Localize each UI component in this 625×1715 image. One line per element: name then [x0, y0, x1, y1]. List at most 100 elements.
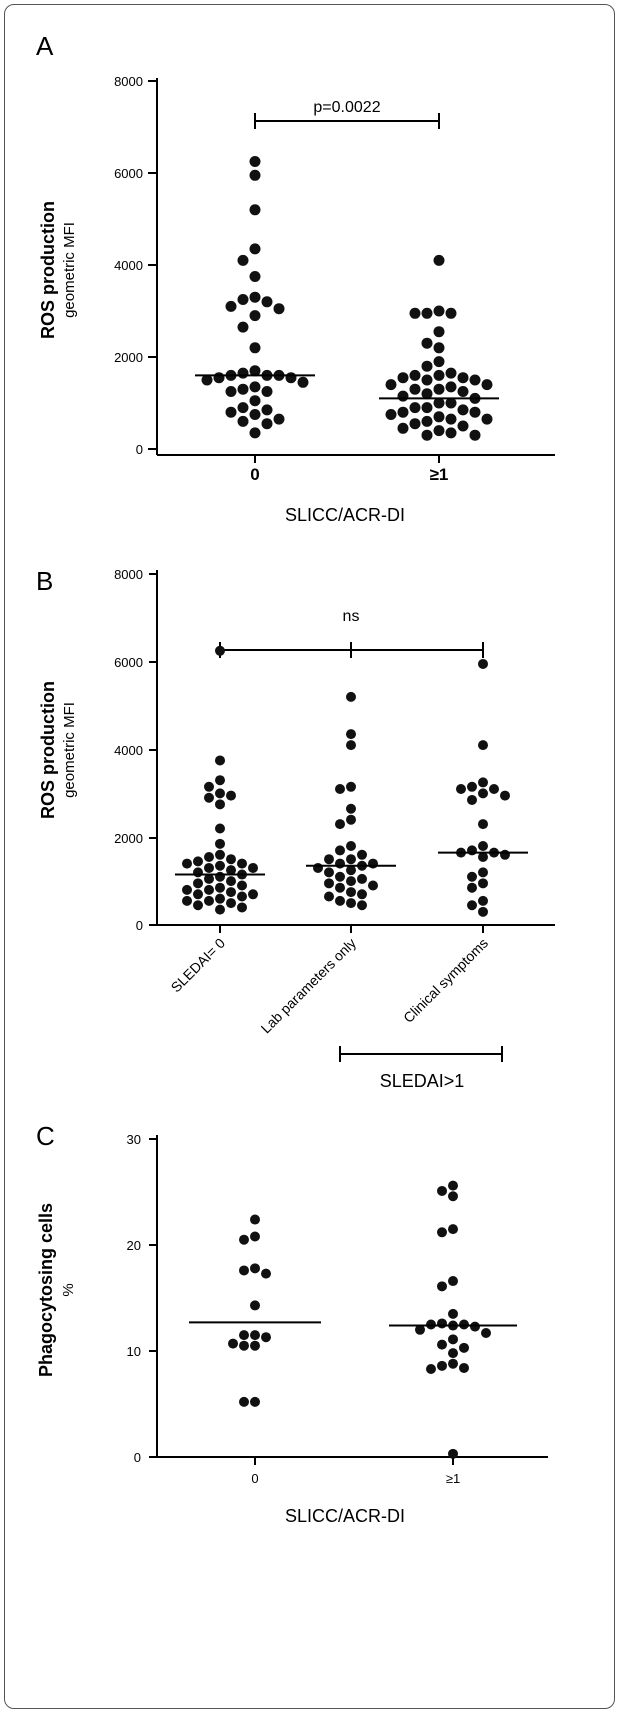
panel-b-point-g0-30	[226, 887, 236, 898]
panel-b-category-clinical: Clinical symptoms	[400, 935, 491, 1026]
panel-b-point-g0-38	[193, 900, 203, 911]
panel-b-point-g1-28	[335, 895, 345, 906]
panel-a-point-g1-23	[421, 388, 433, 400]
panel-b-point-g0-32	[248, 889, 258, 900]
panel-a-point-g1-10	[445, 367, 457, 379]
panel-a-point-g1-29	[409, 402, 421, 414]
panel-b-point-g2-20	[478, 895, 488, 906]
panel-a-point-g1-8	[433, 356, 445, 368]
panel-c-point-g0-9	[261, 1332, 271, 1343]
panel-b-point-g2-1	[478, 740, 488, 751]
panel-b-point-g1-25	[346, 887, 356, 898]
panel-b-point-g0-4	[215, 788, 225, 799]
panel-a-category-0: 0	[250, 465, 259, 484]
panel-c-point-g1-2	[448, 1191, 458, 1202]
panel-a-point-g1-38	[409, 418, 421, 430]
panel-b-ytick-label-2000: 2000	[114, 831, 143, 846]
panel-b-point-g2-14	[500, 849, 510, 860]
panel-a-ytick-label-6000: 6000	[114, 166, 143, 181]
panel-c-point-g1-3	[448, 1224, 458, 1235]
panel-b-point-g2-17	[467, 871, 477, 882]
panel-b-category-lab: Lab parameters only	[258, 935, 360, 1037]
panel-b-point-g0-1	[215, 755, 225, 766]
panel-c-point-g1-15	[448, 1334, 458, 1345]
panel-a-point-g1-17	[385, 379, 397, 391]
panel-c-ytick-label-30: 30	[127, 1132, 141, 1147]
panel-b-point-g1-0	[346, 691, 356, 702]
panel-b-point-g0-10	[215, 849, 225, 860]
panel-b-point-g1-9	[335, 845, 345, 856]
panel-a-x-axis-title: SLICC/ACR-DI	[285, 505, 405, 525]
panel-b-point-g0-6	[204, 792, 214, 803]
panel-a-point-g0-25	[261, 386, 273, 397]
panel-a-point-g1-1	[433, 305, 445, 317]
panel-b-point-g0-33	[237, 891, 247, 902]
panel-b-point-g0-9	[215, 838, 225, 849]
panel-b-point-g1-4	[335, 783, 345, 794]
panel-a-point-g0-24	[237, 383, 249, 395]
panel-b-point-g2-7	[500, 790, 510, 801]
panel-b-label: B	[36, 566, 53, 596]
panel-c-point-g1-4	[437, 1227, 447, 1238]
panel-a-category-ge1: ≥1	[430, 465, 449, 484]
panel-a-point-g0-20	[285, 372, 297, 384]
panel-b-point-g0-25	[193, 878, 203, 889]
panel-a-point-g1-31	[397, 406, 409, 418]
panel-b-point-g1-23	[368, 880, 378, 891]
panel-a-point-g0-29	[261, 404, 273, 416]
panel-a-point-g1-22	[457, 386, 469, 397]
panel-a-point-g1-21	[409, 383, 421, 395]
panel-c-point-g1-21	[459, 1362, 469, 1373]
panel-b-point-g1-19	[335, 871, 345, 882]
panel-a-point-g1-26	[433, 397, 445, 409]
panel-b-y-axis-title: ROS production	[38, 681, 58, 819]
panel-c-point-g0-5	[261, 1268, 271, 1279]
panel-b-point-g1-13	[335, 858, 345, 869]
panel-a-ytick-label-4000: 4000	[114, 258, 143, 273]
panel-b-point-g1-2	[346, 740, 356, 751]
panel-c-point-g1-22	[426, 1364, 436, 1375]
panel-c-point-g0-6	[250, 1300, 260, 1311]
panel-a-point-g0-14	[249, 365, 261, 377]
panel-c-point-g1-1	[437, 1185, 447, 1196]
panel-a-point-g1-16	[469, 374, 481, 386]
panel-b-point-g0-12	[226, 854, 236, 865]
panel-b-point-g0-23	[204, 873, 214, 884]
panel-a-point-g1-11	[433, 369, 445, 381]
panel-c-point-g1-10	[426, 1319, 436, 1330]
panel-a: A 8000 6000 4000 2000 0 0 ≥1 SLICC/ACR-D…	[36, 31, 555, 525]
panel-b-y-axis-subtitle: geometric MFI	[61, 702, 78, 798]
panel-b-point-g1-29	[346, 898, 356, 909]
panel-c-category-0: 0	[251, 1471, 258, 1486]
panel-a-point-g1-42	[445, 427, 457, 439]
panel-b-point-g2-10	[478, 841, 488, 852]
panel-c-point-g1-23	[448, 1448, 458, 1459]
panel-c-x-axis-title: SLICC/ACR-DI	[285, 1506, 405, 1526]
panel-a-point-g1-14	[397, 372, 409, 384]
panel-b-point-g0-27	[215, 882, 225, 893]
panel-b-point-g0-2	[215, 775, 225, 786]
panel-b-point-g0-5	[226, 790, 236, 801]
panel-c-point-g0-2	[239, 1234, 249, 1245]
panel-a-point-g0-33	[237, 415, 249, 427]
panel-a-ytick-label-8000: 8000	[114, 74, 143, 89]
panel-a-point-g0-7	[237, 294, 249, 305]
panel-a-point-g1-40	[397, 422, 409, 434]
panel-b-point-g0-22	[215, 871, 225, 882]
panel-b-point-g2-16	[478, 867, 488, 878]
panel-b-point-g2-18	[478, 878, 488, 889]
panel-c-point-g1-6	[437, 1281, 447, 1292]
panel-a-point-g0-19	[213, 372, 225, 384]
panel-b-ytick-label-4000: 4000	[114, 743, 143, 758]
panel-b-ytick-label-6000: 6000	[114, 655, 143, 670]
panel-b-point-g1-27	[324, 891, 334, 902]
panel-a-point-g0-30	[225, 406, 237, 418]
panel-b-point-g1-16	[313, 862, 323, 873]
panel-b-point-g0-0	[215, 645, 225, 656]
panel-a-point-g0-3	[249, 243, 261, 255]
panel-a-point-g0-13	[249, 342, 261, 354]
panel-b-point-g1-3	[346, 781, 356, 792]
panel-a-point-g1-41	[433, 425, 445, 437]
panel-a-ytick-label-0: 0	[136, 442, 143, 457]
panel-b-point-g1-30	[357, 900, 367, 911]
